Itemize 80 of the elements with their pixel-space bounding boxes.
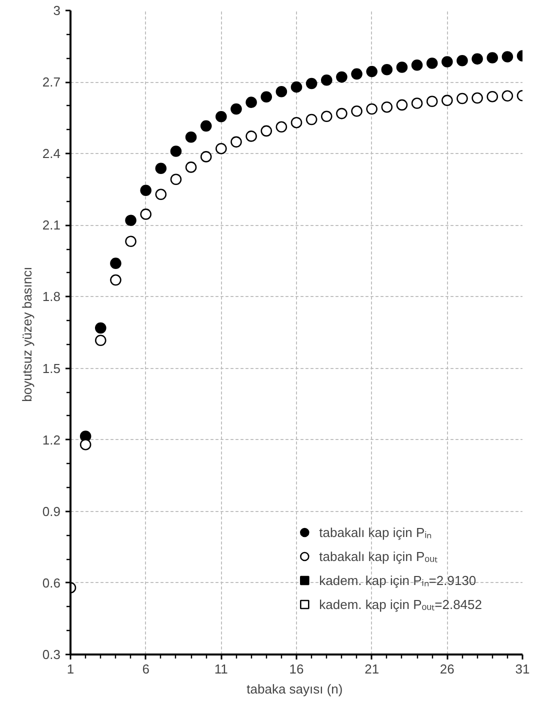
point bbox=[170, 146, 182, 157]
point bbox=[155, 188, 167, 200]
point bbox=[185, 162, 197, 173]
point bbox=[472, 92, 483, 104]
point bbox=[260, 125, 272, 137]
point bbox=[381, 101, 393, 113]
point bbox=[306, 78, 318, 90]
point bbox=[200, 151, 212, 162]
y-tick-label: 1.8 bbox=[42, 289, 61, 304]
legend-label: tabakalı kap için Pᵢₙ bbox=[319, 524, 432, 541]
point bbox=[396, 62, 408, 73]
point bbox=[80, 438, 92, 450]
point bbox=[276, 121, 288, 133]
x-tick-label: 31 bbox=[515, 662, 530, 676]
point bbox=[320, 110, 332, 122]
legend-label: kadem. kap için Pₒᵤₜ=2.8452 bbox=[319, 596, 482, 613]
y-tick-label: 0.3 bbox=[42, 647, 61, 662]
y-tick-label: 2.1 bbox=[42, 218, 61, 233]
point bbox=[442, 94, 453, 106]
point bbox=[94, 334, 106, 346]
point bbox=[426, 96, 438, 108]
point bbox=[110, 274, 122, 286]
legend-label: tabakalı kap için Pₒᵤₜ bbox=[319, 548, 438, 565]
point bbox=[366, 103, 378, 115]
y-axis-title: boyutsuz yüzey basıncı bbox=[19, 266, 34, 402]
point bbox=[411, 59, 423, 71]
point bbox=[125, 236, 136, 248]
point bbox=[94, 322, 106, 334]
point bbox=[320, 74, 332, 86]
point bbox=[140, 184, 152, 196]
point bbox=[336, 108, 348, 120]
x-tick-label: 1 bbox=[66, 662, 74, 676]
y-tick-label: 3 bbox=[53, 3, 61, 18]
y-tick-label: 2.7 bbox=[42, 74, 61, 90]
point bbox=[366, 66, 378, 78]
point bbox=[396, 99, 408, 111]
point bbox=[486, 90, 498, 102]
point bbox=[290, 81, 302, 93]
y-tick-label: 1.2 bbox=[42, 432, 61, 448]
y-tick-label: 2.4 bbox=[42, 146, 61, 162]
point bbox=[456, 92, 468, 104]
x-tick-label: 11 bbox=[214, 662, 228, 676]
point bbox=[216, 111, 227, 122]
point bbox=[456, 54, 468, 66]
x-tick-label: 6 bbox=[142, 662, 150, 676]
point bbox=[351, 106, 362, 117]
point bbox=[246, 130, 257, 142]
point bbox=[230, 103, 242, 115]
point bbox=[155, 162, 167, 174]
point bbox=[411, 98, 423, 109]
point bbox=[426, 58, 438, 69]
point bbox=[200, 120, 212, 132]
point bbox=[216, 142, 227, 154]
point bbox=[306, 114, 318, 126]
x-tick-label: 21 bbox=[364, 662, 380, 676]
y-tick-label: 0.6 bbox=[42, 575, 61, 590]
point bbox=[336, 71, 348, 83]
point bbox=[125, 214, 136, 226]
y-tick-label: 0.9 bbox=[42, 504, 61, 519]
point bbox=[472, 53, 483, 65]
point bbox=[110, 258, 122, 269]
point bbox=[381, 64, 393, 76]
point bbox=[351, 68, 362, 80]
legend-label: kadem. kap için Pᵢₙ=2.9130 bbox=[319, 572, 476, 589]
point bbox=[442, 56, 453, 68]
point bbox=[260, 91, 272, 102]
y-tick-label: 1.5 bbox=[42, 360, 61, 376]
point bbox=[246, 96, 257, 108]
point bbox=[170, 174, 182, 186]
x-axis-title: tabaka sayısı (n) bbox=[246, 682, 343, 696]
point bbox=[276, 86, 288, 98]
point bbox=[502, 90, 514, 102]
point bbox=[140, 208, 152, 220]
point bbox=[486, 52, 498, 64]
x-tick-label: 16 bbox=[289, 662, 304, 676]
point bbox=[185, 132, 197, 143]
point bbox=[502, 51, 514, 62]
point bbox=[290, 116, 302, 128]
x-tick-label: 26 bbox=[440, 662, 454, 676]
point bbox=[230, 136, 242, 148]
